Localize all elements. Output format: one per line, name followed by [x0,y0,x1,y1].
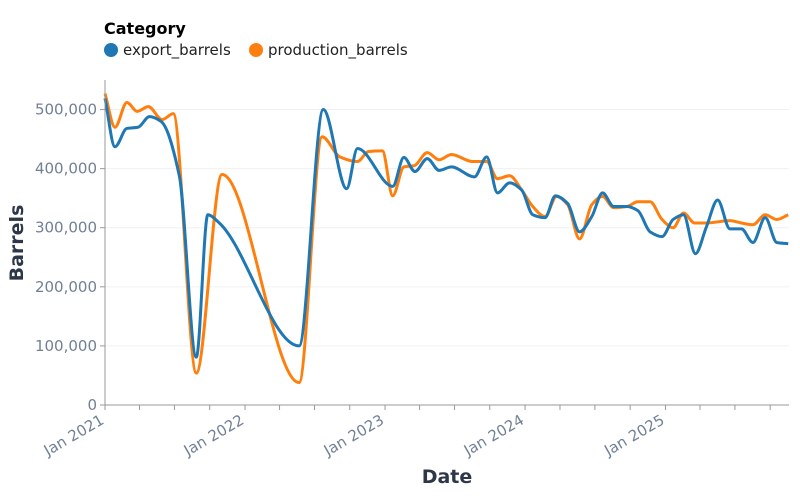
x-tick-label: Jan 2022 [180,411,247,460]
y-tick-label: 0 [87,396,97,414]
x-tick-label: Jan 2025 [600,411,667,460]
legend-label-production: production_barrels [268,41,408,60]
axes [104,80,789,406]
legend-marker-export [104,43,118,57]
legend: Category export_barrels production_barre… [104,19,408,60]
y-axis-ticks: 0 100,000 200,000 300,000 400,000 500,000 [35,101,105,414]
series-line-production-barrels [103,93,789,385]
legend-title: Category [104,19,186,38]
gridlines [105,109,789,347]
y-tick-label: 300,000 [35,219,97,237]
y-tick-label: 400,000 [35,160,97,178]
x-axis-title: Date [422,466,473,488]
x-tick-label: Jan 2023 [320,411,387,460]
legend-label-export: export_barrels [123,41,231,60]
y-axis-title: Barrels [6,205,28,282]
legend-marker-production [249,43,263,57]
y-tick-label: 200,000 [35,278,97,296]
x-tick-label: Jan 2024 [460,411,527,460]
y-tick-label: 100,000 [35,337,97,355]
y-tick-label: 500,000 [35,101,97,119]
x-axis-ticks: Jan 2021 Jan 2022 Jan 2023 Jan 2024 Jan 2025 [40,405,771,460]
x-tick-label: Jan 2021 [40,411,107,460]
series-line-export-barrels [103,98,789,359]
series-lines [103,93,789,385]
